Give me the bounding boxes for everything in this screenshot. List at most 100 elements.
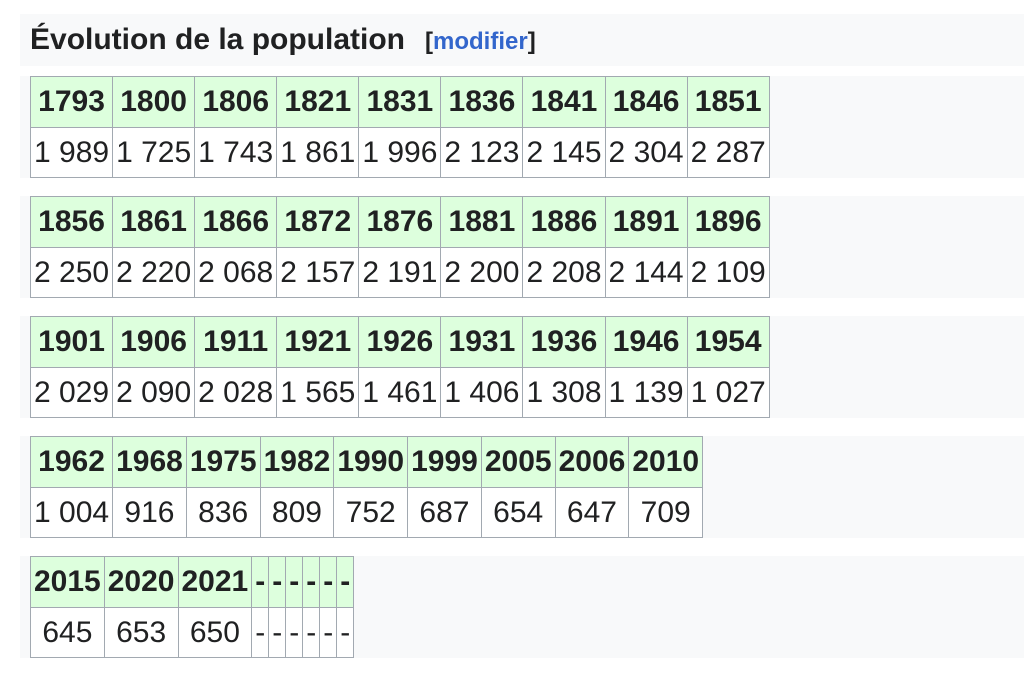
population-cell: 2 029 [29,367,114,418]
year-row: 1962 1968 1975 1982 1990 1999 2005 2006 2010 [29,436,704,488]
title: Évolution de la population [30,23,405,56]
year-cell: - [285,556,304,608]
year-cell: 1962 [29,436,114,488]
population-cell: 709 [628,487,704,538]
year-cell: 1806 [194,76,278,128]
population-cell: 687 [407,487,482,538]
year-cell: 1891 [604,196,688,248]
year-cell: 1926 [358,316,442,368]
year-cell: 2010 [628,436,704,488]
year-cell: 1841 [522,76,606,128]
year-cell: 1821 [276,76,360,128]
year-cell: 1793 [29,76,114,128]
table-body: 1901 1906 1911 1921 1926 1931 1936 1946 1954 2 02… [29,316,770,418]
population-cell: 2 068 [194,247,278,298]
value-row: 1 989 1 725 1 743 1 861 1 996 2 123 2 145 2 304… [29,127,770,178]
year-cell: 1936 [522,316,606,368]
value-row: 2 250 2 220 2 068 2 157 2 191 2 200 2 208 2 144… [29,247,770,298]
population-cell: 1 743 [194,127,278,178]
population-cell: - [251,607,270,658]
year-row: 1793 1800 1806 1821 1831 1836 1841 1846 1851 [29,76,770,128]
population-cell: 809 [259,487,335,538]
population-cell: 653 [103,607,179,658]
population-cell: 650 [177,607,253,658]
population-cell: 2 145 [522,127,606,178]
year-cell: 1831 [358,76,442,128]
year-cell: 1861 [112,196,196,248]
population-cell: - [268,607,287,658]
population-cell: 1 406 [440,367,524,418]
population-cell: 836 [185,487,261,538]
year-cell: 1876 [358,196,442,248]
population-cell: - [336,607,355,658]
table-block: 1962 1968 1975 1982 1990 1999 2005 2006 2010 1 00… [20,436,1024,538]
year-cell: - [251,556,270,608]
population-cell: 2 220 [112,247,196,298]
population-cell: 654 [480,487,556,538]
value-row: 645 653 650- - - - - - [30,607,355,658]
table-block: 1793 1800 1806 1821 1831 1836 1841 1846 1851 1 98… [20,76,1024,178]
year-cell: 1851 [686,76,770,128]
population-cell: 2 250 [29,247,114,298]
year-cell: - [319,556,338,608]
population-cell: 1 139 [604,367,688,418]
year-cell: 1968 [112,436,187,488]
bracket: ] [527,28,536,55]
population-cell: 1 027 [686,367,770,418]
population-cell: 1 996 [358,127,442,178]
edit-link-wrapper: [modifier] [425,28,536,55]
year-cell: 1911 [194,316,278,368]
table-block: 1856 1861 1866 1872 1876 1881 1886 1891 1896 2 25… [20,196,1024,298]
year-row: 2015 2020 2021- - - - - - [30,556,355,608]
population-table: 1962 1968 1975 1982 1990 1999 2005 2006 2010 1 00… [29,436,704,538]
year-cell: 2020 [103,556,179,608]
year-cell: 1906 [112,316,196,368]
population-cell: 1 861 [276,127,360,178]
population-cell: 2 191 [358,247,442,298]
population-cell: 1 308 [522,367,606,418]
population-table: 1793 1800 1806 1821 1831 1836 1841 1846 1851 1 98… [29,76,770,178]
year-cell: 1881 [440,196,524,248]
bracket: [ [425,28,433,55]
year-cell: 1800 [112,76,196,128]
year-cell: 1872 [276,196,360,248]
population-cell: 752 [333,487,409,538]
population-cell: 1 461 [358,367,442,418]
year-cell: 1975 [185,436,261,488]
table-body: 1793 1800 1806 1821 1831 1836 1841 1846 1851 1 98… [29,76,770,178]
population-cell: 1 725 [112,127,196,178]
table-block: 1901 1906 1911 1921 1926 1931 1936 1946 1954 2 02… [20,316,1024,418]
year-cell: 1982 [259,436,335,488]
population-cell: 645 [30,607,105,658]
population-cell: 1 004 [29,487,114,538]
population-cell: 2 123 [440,127,524,178]
year-cell: 1954 [686,316,770,368]
population-cell: 2 157 [276,247,360,298]
population-cell: 1 989 [29,127,114,178]
population-cell: 2 028 [194,367,278,418]
value-row: 2 029 2 090 2 028 1 565 1 461 1 406 1 308 1 139… [29,367,770,418]
year-row: 1856 1861 1866 1872 1876 1881 1886 1891 1896 [29,196,770,248]
year-cell: 2015 [30,556,105,608]
year-cell: 1836 [440,76,524,128]
year-cell: - [268,556,287,608]
year-cell: 2005 [480,436,556,488]
year-cell: 2021 [177,556,253,608]
year-cell: 1946 [604,316,688,368]
year-row: 1901 1906 1911 1921 1926 1931 1936 1946 1954 [29,316,770,368]
edit-link[interactable]: modifier [433,28,528,55]
population-table: 2015 2020 2021- - - - - -645 653 650- - - - - - [30,556,355,658]
content: Évolution de la population [modifier] 179… [20,14,1024,676]
population-cell: 2 090 [112,367,196,418]
year-cell: 2006 [554,436,630,488]
value-row: 1 004 916 836 809 752 687 654 647 709 [29,487,704,538]
year-cell: 1990 [333,436,409,488]
year-cell: 1901 [29,316,114,368]
table-block: 2015 2020 2021- - - - - -645 653 650- - - - - - [20,556,1024,658]
year-cell: 1921 [276,316,360,368]
year-cell: 1856 [29,196,114,248]
year-cell: 1896 [686,196,770,248]
population-cell: 2 200 [440,247,524,298]
tables: 1793 1800 1806 1821 1831 1836 1841 1846 1851 1 98… [20,76,1024,658]
